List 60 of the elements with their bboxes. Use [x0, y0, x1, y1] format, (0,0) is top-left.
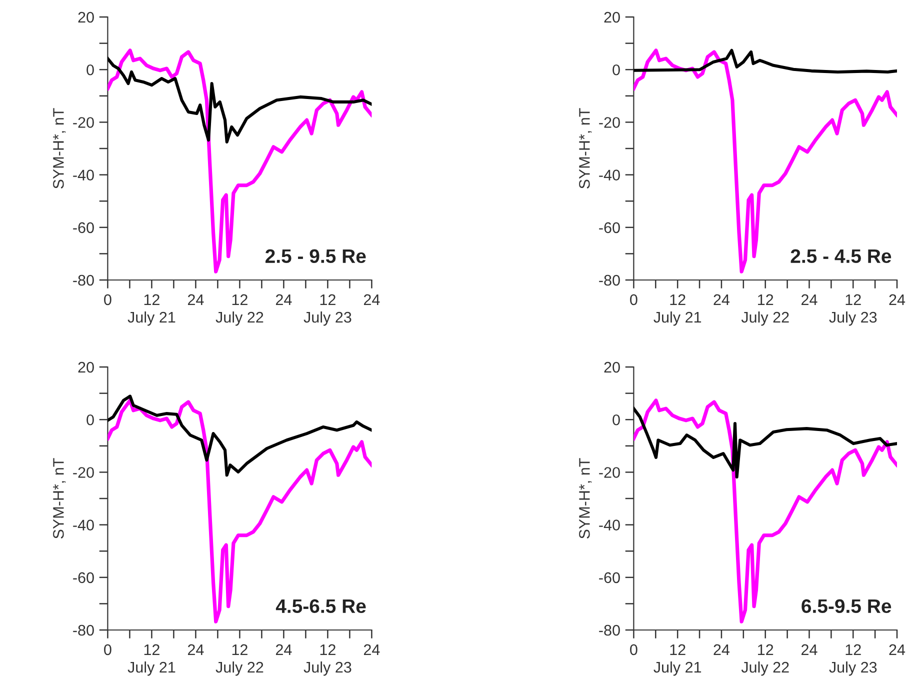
annotation: 4.5-6.5 Re — [276, 599, 366, 614]
x-tick-label: 12 July 22 — [216, 644, 264, 676]
x-tick-label: 12 July 21 — [128, 644, 176, 676]
x-tick-label: 12 July 22 — [741, 644, 789, 676]
y-tick-label: 0 — [612, 414, 620, 426]
y-tick-label: -20 — [599, 467, 620, 478]
x-tick-label: 12 July 21 — [654, 644, 702, 676]
y-axis-title: SYM-H*, nT — [53, 108, 66, 189]
x-tick-label: 0 — [630, 294, 638, 306]
y-tick-label: 20 — [604, 362, 620, 373]
x-tick-label: 24 — [714, 644, 730, 655]
x-tick-label: 24 — [802, 294, 818, 305]
x-tick-label: 0 — [104, 294, 112, 306]
y-tick-label: -40 — [599, 520, 620, 530]
x-tick-label: 12 July 22 — [741, 294, 789, 326]
x-tick-label: 24 — [188, 644, 204, 655]
y-tick-label: -80 — [599, 624, 620, 636]
x-tick-label: 12 July 21 — [128, 294, 176, 326]
x-tick-label: 24 — [364, 294, 380, 305]
y-tick-label: 20 — [78, 362, 94, 373]
y-tick-label: -20 — [73, 117, 94, 128]
x-tick-label: 24 — [889, 294, 906, 305]
annotation: 2.5 - 9.5 Re — [266, 249, 366, 264]
y-tick-label: 0 — [86, 64, 94, 76]
y-axis-title: SYM-H*, nT — [579, 458, 592, 539]
y-axis-title: SYM-H*, nT — [53, 458, 66, 539]
x-tick-label: 24 — [364, 644, 380, 655]
x-tick-label: 24 — [889, 644, 906, 655]
y-tick-label: -80 — [73, 624, 94, 636]
y-tick-label: -20 — [73, 467, 94, 478]
y-tick-label: 20 — [78, 12, 94, 23]
y-tick-label: -60 — [73, 222, 94, 234]
annotation: 6.5-9.5 Re — [802, 599, 892, 614]
y-tick-label: -80 — [73, 274, 94, 286]
y-axis-title: SYM-H*, nT — [579, 108, 592, 189]
y-tick-label: -40 — [73, 520, 94, 530]
y-tick-label: -60 — [599, 222, 620, 234]
x-tick-label: 12 July 23 — [304, 644, 352, 676]
x-tick-label: 24 — [276, 294, 292, 305]
x-tick-label: 12 July 23 — [829, 294, 877, 326]
y-tick-label: -80 — [599, 274, 620, 286]
y-tick-label: -20 — [599, 117, 620, 128]
x-tick-label: 12 July 23 — [304, 294, 352, 326]
y-tick-label: 0 — [86, 414, 94, 426]
y-tick-label: 20 — [604, 12, 620, 23]
y-tick-label: 0 — [612, 64, 620, 76]
y-tick-label: -40 — [599, 170, 620, 180]
x-tick-label: 24 — [802, 644, 818, 655]
x-tick-label: 24 — [714, 294, 730, 305]
x-tick-label: 24 — [276, 644, 292, 655]
x-tick-label: 0 — [104, 644, 112, 656]
x-tick-label: 12 July 23 — [829, 644, 877, 676]
x-tick-label: 24 — [188, 294, 204, 305]
x-tick-label: 12 July 21 — [654, 294, 702, 326]
y-tick-label: -60 — [599, 572, 620, 584]
x-tick-label: 0 — [630, 644, 638, 656]
y-tick-label: -40 — [73, 170, 94, 180]
annotation: 2.5 - 4.5 Re — [790, 249, 892, 264]
y-tick-label: -60 — [73, 572, 94, 584]
x-tick-label: 12 July 22 — [216, 294, 264, 326]
